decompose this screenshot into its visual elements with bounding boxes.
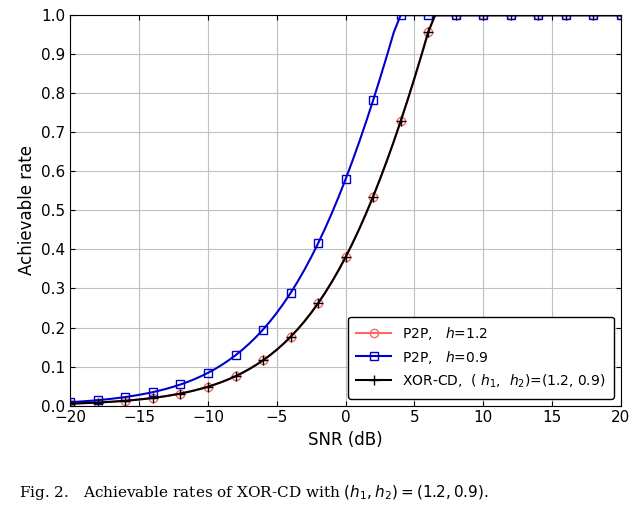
XOR-CD,  ( $h_1$,  $h_2$)=(1.2, 0.9) [431,12,439,18]
Line: P2P,   $h$=1.2: P2P, $h$=1.2 [66,11,625,408]
XOR-CD,  ( $h_1$,  $h_2$)=(1.2, 0.9) [411,76,419,82]
P2P,   $h$=1.2 [479,12,487,18]
XOR-CD,  ( $h_1$,  $h_2$)=(1.2, 0.9) [521,12,529,18]
P2P,   $h$=1.2 [617,12,625,18]
P2P,   $h$=0.9 [548,12,556,18]
XOR-CD,  ( $h_1$,  $h_2$)=(1.2, 0.9) [369,194,377,200]
P2P,   $h$=0.9 [569,12,577,18]
XOR-CD,  ( $h_1$,  $h_2$)=(1.2, 0.9) [67,401,74,407]
P2P,   $h$=0.9 [417,12,425,18]
Line: P2P,   $h$=0.9: P2P, $h$=0.9 [66,11,625,406]
Y-axis label: Achievable rate: Achievable rate [18,146,36,275]
P2P,   $h$=1.2 [67,401,74,407]
P2P,   $h$=0.9 [617,12,625,18]
P2P,   $h$=1.2 [431,12,439,18]
X-axis label: SNR (dB): SNR (dB) [308,431,383,449]
P2P,   $h$=1.2 [369,194,377,200]
Text: Fig. 2.   Achievable rates of XOR-CD with $(h_1,h_2) = (1.2, 0.9).$: Fig. 2. Achievable rates of XOR-CD with … [19,483,489,502]
P2P,   $h$=1.2 [548,12,556,18]
XOR-CD,  ( $h_1$,  $h_2$)=(1.2, 0.9) [569,12,577,18]
XOR-CD,  ( $h_1$,  $h_2$)=(1.2, 0.9) [548,12,556,18]
XOR-CD,  ( $h_1$,  $h_2$)=(1.2, 0.9) [617,12,625,18]
P2P,   $h$=0.9 [369,97,377,103]
P2P,   $h$=1.2 [411,76,419,82]
P2P,   $h$=0.9 [397,12,404,18]
P2P,   $h$=0.9 [67,399,74,405]
XOR-CD,  ( $h_1$,  $h_2$)=(1.2, 0.9) [479,12,487,18]
Line: XOR-CD,  ( $h_1$,  $h_2$)=(1.2, 0.9): XOR-CD, ( $h_1$, $h_2$)=(1.2, 0.9) [65,10,626,409]
P2P,   $h$=1.2 [569,12,577,18]
P2P,   $h$=0.9 [521,12,529,18]
P2P,   $h$=1.2 [521,12,529,18]
P2P,   $h$=0.9 [479,12,487,18]
Legend: P2P,   $h$=1.2, P2P,   $h$=0.9, XOR-CD,  ( $h_1$,  $h_2$)=(1.2, 0.9): P2P, $h$=1.2, P2P, $h$=0.9, XOR-CD, ( $h… [348,317,614,399]
